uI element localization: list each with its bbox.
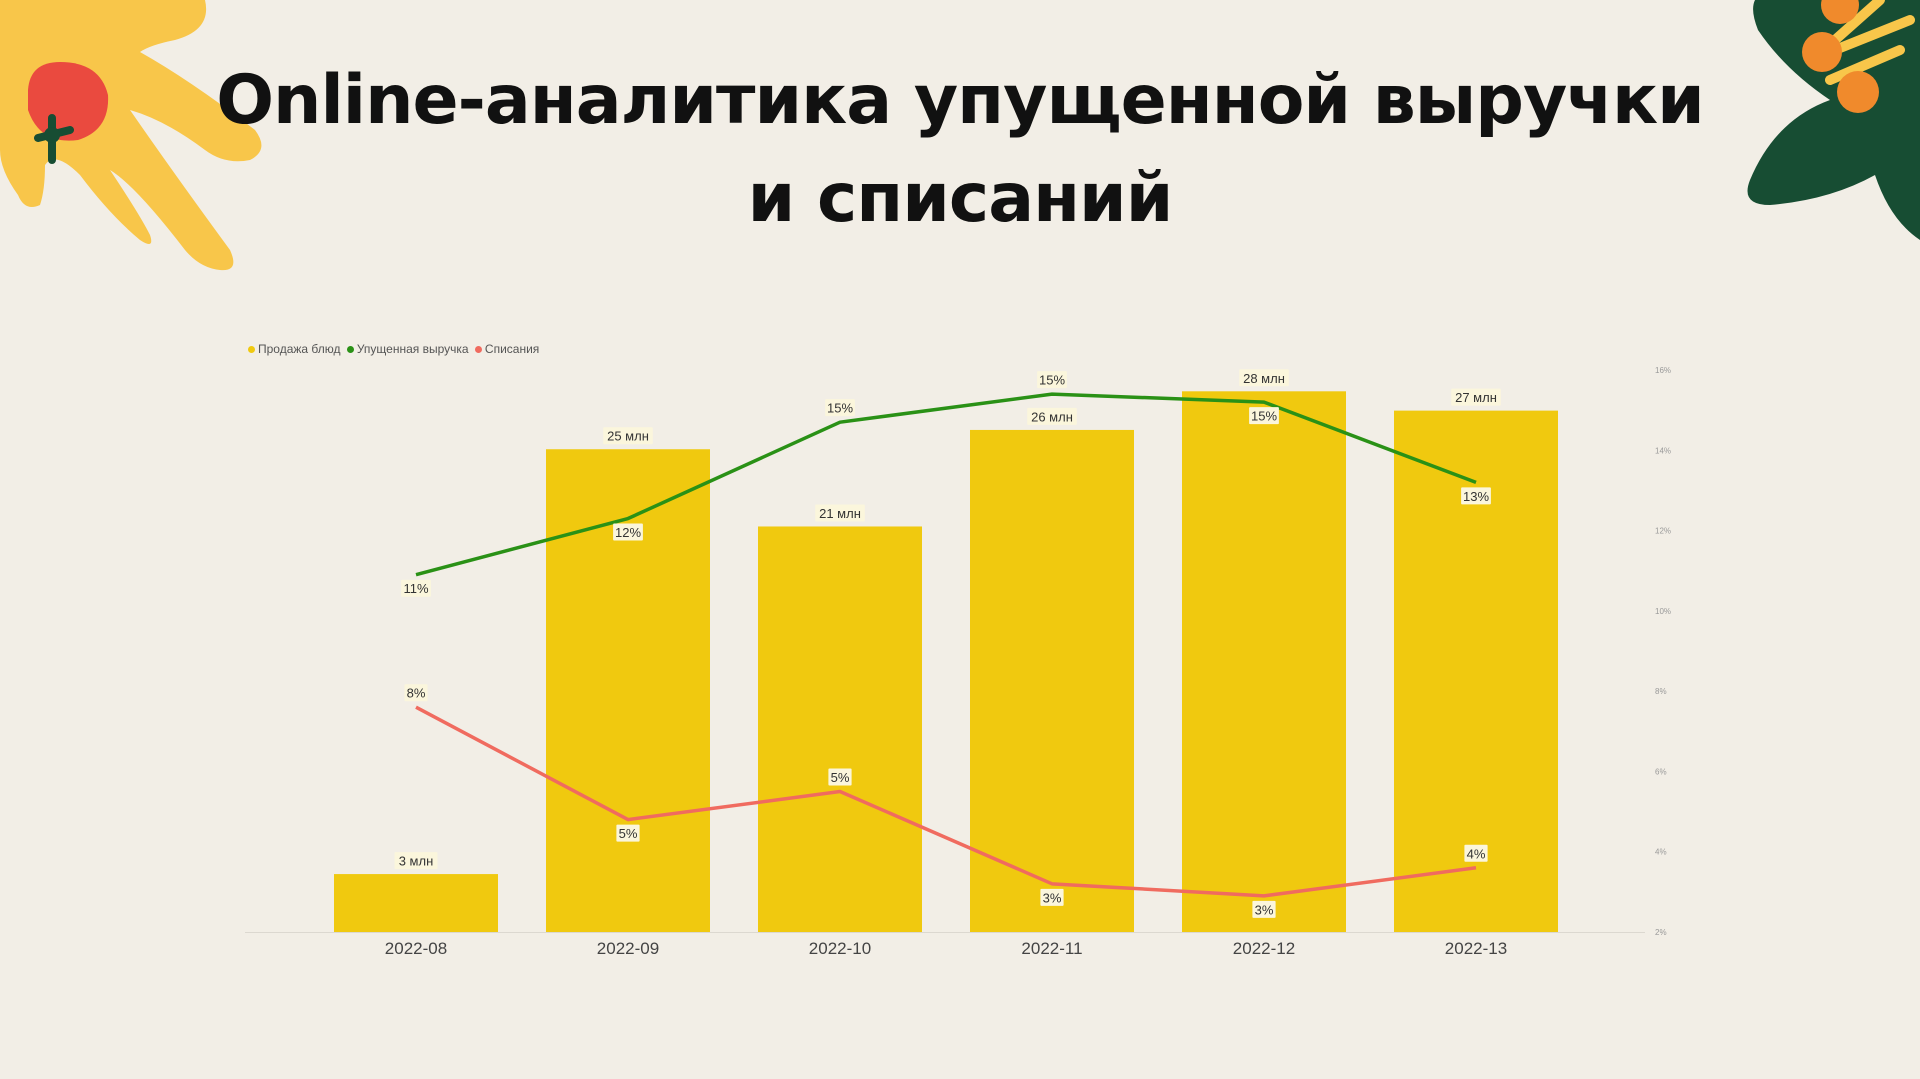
right-axis-tick-label: 14% (1655, 446, 1671, 455)
slide-title-line-1: Online-аналитика упущенной выручки (216, 61, 1705, 140)
lost-revenue-data-label-bg (1249, 407, 1279, 425)
write-offs-data-label-bg (616, 824, 640, 842)
right-axis-tick-label: 6% (1655, 767, 1667, 776)
lost-revenue-data-label: 13% (1463, 489, 1489, 504)
lost-revenue-data-label-bg (1461, 487, 1491, 505)
legend-label-sales: Продажа блюд (258, 342, 341, 356)
right-axis-tick-label: 2% (1655, 928, 1667, 937)
bar-data-label-bg (1451, 388, 1501, 406)
bar-data-label: 28 млн (1243, 371, 1285, 386)
lost-revenue-data-label: 12% (615, 525, 641, 540)
x-tick-label: 2022-08 (385, 939, 447, 958)
write-offs-data-label-bg (404, 684, 428, 702)
right-axis-tick-label: 4% (1655, 848, 1667, 857)
write-offs-data-label: 3% (1255, 902, 1274, 917)
bar-data-label: 26 млн (1031, 409, 1073, 424)
lost-revenue-data-label: 11% (403, 581, 428, 596)
right-axis-tick-label: 8% (1655, 687, 1667, 696)
x-tick-label: 2022-12 (1233, 939, 1295, 958)
bar-data-label-bg (1027, 407, 1077, 425)
legend-dot-write-offs (474, 346, 482, 353)
right-axis-tick-label: 16% (1655, 366, 1671, 375)
bar-2022-09 (546, 449, 710, 932)
write-offs-data-label-bg (828, 768, 852, 786)
lost-revenue-data-label: 15% (827, 401, 853, 416)
x-tick-label: 2022-09 (597, 939, 659, 958)
bar-2022-08 (334, 874, 498, 932)
bar-data-label-bg (1239, 369, 1289, 387)
legend-dot-lost-revenue (346, 346, 354, 353)
bar-data-label-bg (815, 504, 865, 522)
write-offs-line (415, 705, 1477, 898)
legend-item-write-offs: Списания (474, 342, 540, 356)
write-offs-data-label-bg (1464, 844, 1488, 862)
bar-2022-11 (970, 429, 1134, 932)
bar-2022-10 (758, 526, 922, 932)
slide-title-line-2: и списаний (747, 159, 1174, 238)
write-offs-data-label: 3% (1043, 890, 1062, 905)
legend-dot-sales (248, 346, 255, 353)
legend-item-sales: Продажа блюд (248, 342, 341, 356)
bar-data-label-bg (394, 852, 438, 870)
bar-data-label-bg (603, 427, 653, 445)
bar-data-label: 25 млн (607, 429, 649, 444)
leaves-flowers-illustration (1747, 0, 1920, 240)
hand-tomato-illustration (0, 0, 262, 271)
lost-revenue-data-label: 15% (1251, 409, 1277, 424)
lost-revenue-data-label-bg (401, 579, 431, 597)
write-offs-data-label: 4% (1467, 846, 1486, 861)
legend-label-write-offs: Списания (484, 342, 540, 356)
lost-revenue-data-label-bg (613, 523, 643, 541)
write-offs-data-label-bg (1040, 888, 1064, 906)
legend-item-lost-revenue: Упущенная выручка (346, 342, 469, 356)
bar-2022-12 (1182, 391, 1346, 933)
right-axis-tick-label: 12% (1655, 527, 1671, 536)
write-offs-data-label: 8% (407, 686, 426, 701)
write-offs-data-label: 5% (619, 826, 638, 841)
lost-revenue-data-label: 15% (1039, 373, 1065, 388)
x-tick-label: 2022-10 (809, 939, 871, 958)
bar-data-label: 27 млн (1455, 390, 1497, 405)
lost-revenue-line (415, 392, 1477, 577)
bar-data-label: 3 млн (399, 854, 434, 869)
slide-title: Online-аналитика упущенной выручки и спи… (0, 52, 1920, 248)
legend-label-lost-revenue: Упущенная выручка (356, 342, 469, 356)
x-tick-label: 2022-11 (1021, 939, 1082, 958)
lost-revenue-data-label-bg (1037, 371, 1067, 389)
chart-legend: Продажа блюд Упущенная выручка Списания (248, 342, 542, 356)
bar-data-label: 21 млн (819, 506, 861, 521)
write-offs-data-label: 5% (831, 770, 850, 785)
lost-revenue-data-label-bg (825, 399, 855, 417)
x-tick-label: 2022-13 (1445, 939, 1507, 958)
write-offs-data-label-bg (1252, 900, 1276, 918)
right-axis-tick-label: 10% (1655, 607, 1671, 616)
